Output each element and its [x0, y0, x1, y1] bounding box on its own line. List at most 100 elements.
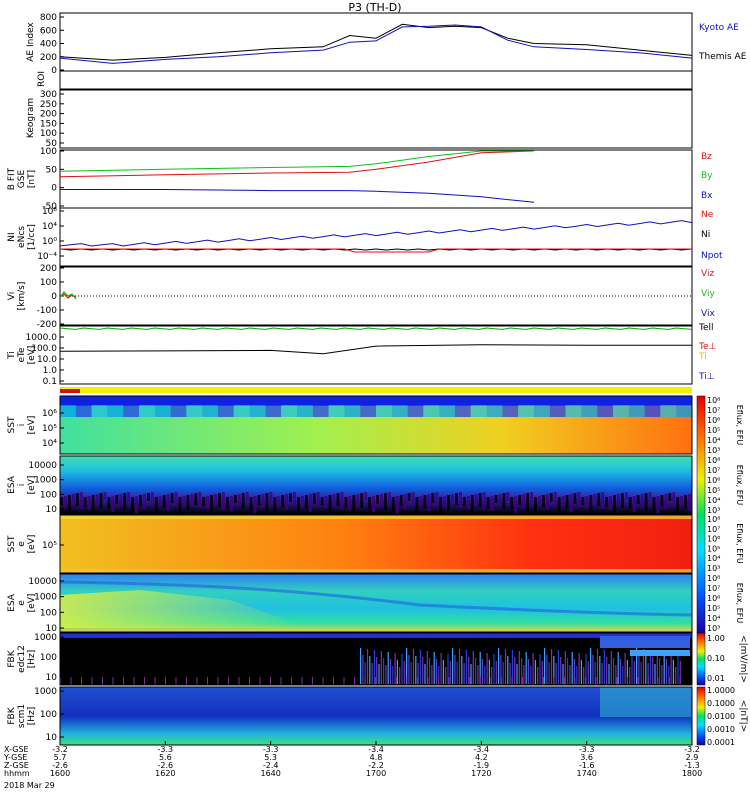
sst-ion-ylabel: [eV]: [27, 416, 37, 435]
v-legend-viz: Viz: [701, 269, 714, 279]
eflux-tick-label: 10⁸: [707, 456, 720, 465]
x-tick-x: -3.2: [684, 745, 700, 754]
esa-electron-spectrogram: ESA e [eV] 10000 1000 100 10: [7, 573, 693, 634]
sst-ion-spectrogram: SST i [eV] 10⁶ 10⁵ 10⁴: [7, 395, 693, 455]
t-legend-tell: Tell: [698, 323, 714, 333]
eflux-tick-label: 10⁶: [707, 476, 720, 485]
esa-el-tick-label: 100: [40, 608, 57, 618]
x-tick-z: -2.4: [263, 761, 279, 770]
eflux-tick-label: 10⁷: [707, 466, 720, 475]
velocity-tick-label: -200: [37, 320, 58, 330]
fbk-e-cb-tick-label: 0.10: [707, 654, 725, 663]
keogram-tick-label: 100: [40, 129, 57, 139]
x-tick-time: 1740: [576, 769, 596, 778]
bz-series: [59, 150, 535, 178]
density-tick-label: 10⁴: [42, 222, 57, 232]
velocity-tick-label: -100: [37, 306, 58, 316]
eflux-tick-label: 10⁵: [707, 486, 720, 495]
temp-ylabel: Ti: [7, 351, 17, 360]
esa-ion-tick-label: 10: [46, 505, 58, 515]
esa-ion-spectrogram: ESA i [eV] 10000 1000 100 10: [7, 455, 693, 515]
keogram-tick-label: 250: [40, 100, 57, 110]
t-legend-teperp: Te⊥: [698, 342, 717, 352]
velocity-ylabel: [km/s]: [17, 282, 27, 311]
viy-series: [59, 291, 77, 300]
x-tick-x: -3.4: [474, 745, 490, 754]
keogram-tick-label: 50: [46, 139, 58, 149]
eflux-tick-label: 10⁵: [707, 544, 720, 553]
fbk-b-ylabel: [Hz]: [27, 707, 37, 726]
fbk-b-colorbar: <|nT|> 1.0000 0.1000 0.0100 0.0010 0.0001: [696, 686, 748, 747]
velocity-ylabel: Vi: [7, 292, 17, 300]
x-tick-y: 4.2: [475, 753, 488, 762]
fbk-b-cb-tick-label: 0.0010: [707, 725, 735, 734]
ae-legend-kyoto: Kyoto AE: [699, 23, 739, 33]
x-tick-y: 3.6: [580, 753, 593, 762]
x-tick-time: 1620: [155, 769, 175, 778]
x-tick-z: -2.6: [52, 761, 68, 770]
x-tick-z: -1.6: [579, 761, 595, 770]
b-legend-bx: Bx: [701, 191, 713, 201]
esa-ion-ylabel: i: [17, 484, 27, 487]
density-panel: NI eNcs [1/cc] 10⁸ 10⁴ 10⁰ 10⁻⁴ Ne Ni Npot: [7, 207, 723, 267]
x-tick-x: -3.3: [158, 745, 174, 754]
n-legend-npot: Npot: [701, 251, 723, 261]
temp-tick-label: 0.1: [43, 377, 57, 387]
x-tick-x: -3.2: [52, 745, 68, 754]
eflux-tick-label: 10⁴: [707, 496, 720, 505]
b-legend-by: By: [701, 171, 713, 181]
x-tick-z: -1.9: [474, 761, 490, 770]
bfield-ylabel: GSE: [17, 170, 27, 189]
fbk-e-tick-label: 100: [40, 653, 57, 663]
velocity-tick-label: 100: [40, 278, 57, 288]
sst-el-ylabel: e: [17, 541, 27, 547]
fbk-e-colorbar-label: <|mV/m|>: [738, 635, 748, 683]
te-parallel-series: [59, 344, 692, 355]
keogram-tick-label: 300: [40, 90, 57, 100]
esa-el-ylabel: e: [17, 600, 27, 606]
eflux-tick-label: 10³: [707, 564, 720, 573]
temperature-panel: Ti eTe [eV] 1000.0100.010.01.00.1 Tell Te⊥…: [7, 323, 717, 387]
sst-el-ylabel: [eV]: [27, 535, 37, 554]
x-tick-time: 1800: [682, 769, 702, 778]
status-flag: [60, 389, 80, 393]
eflux-tick-label: 10⁶: [707, 535, 720, 544]
fbk-e-tick-label: 1000: [34, 633, 57, 643]
bfield-tick-label: 50: [46, 165, 58, 175]
velocity-panel: Vi [km/s] 200 100 0 -100 -200 Viz Viy Vix: [7, 264, 715, 330]
ne-series: [60, 248, 692, 253]
x-tick-time: 1700: [366, 769, 386, 778]
eflux-tick-label: 10³: [707, 624, 720, 633]
fbk-b-tick-label: 10: [46, 733, 58, 743]
esa-el-tick-label: 10: [46, 624, 58, 634]
esa-ion-tick-label: 100: [40, 490, 57, 500]
by-series: [59, 150, 534, 172]
temp-tick-label: 100.0: [31, 344, 57, 354]
eflux-tick-label: 10⁴: [707, 436, 720, 445]
x-row-label: 2018 Mar 29: [4, 781, 55, 790]
eflux-tick-label: 10⁸: [707, 396, 720, 405]
eflux-tick-label: 10⁶: [707, 594, 720, 603]
fbk-e-ylabel: [Hz]: [27, 650, 37, 669]
temp-ylabel: [eV]: [27, 346, 37, 365]
eflux-colorbar-label: Eflux, EFU: [735, 583, 744, 624]
n-legend-ne: Ne: [701, 210, 714, 220]
bx-series: [60, 189, 535, 203]
eflux-tick-label: 10³: [707, 446, 720, 455]
x-tick-x: -3.3: [263, 745, 279, 754]
fbk-b-ylabel: FBK: [7, 706, 17, 724]
eflux-tick-label: 10⁸: [707, 574, 720, 583]
velocity-tick-label: 0: [51, 292, 57, 302]
x-tick-z: -2.2: [368, 761, 384, 770]
kyoto-ae-series: [59, 24, 693, 64]
temp-ylabel: eTe: [17, 347, 27, 363]
themis-ae-series: [59, 23, 693, 61]
temp-tick-label: 1.0: [43, 366, 58, 376]
temp-tick-label: 10.0: [37, 355, 57, 365]
esa-el-ylabel: [eV]: [27, 594, 37, 613]
density-ylabel: NI: [7, 232, 17, 241]
